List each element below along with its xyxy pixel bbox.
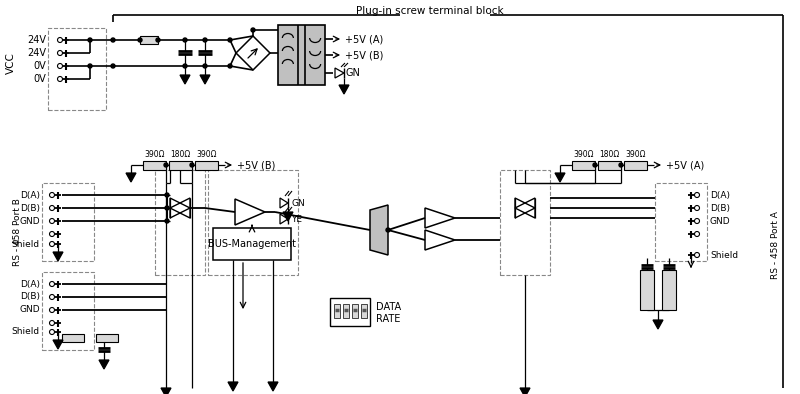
- Circle shape: [228, 38, 232, 42]
- Bar: [140, 36, 158, 44]
- Polygon shape: [200, 75, 210, 84]
- Bar: [500, 170, 550, 275]
- Text: D(B): D(B): [710, 203, 730, 212]
- Text: 390Ω: 390Ω: [574, 150, 594, 159]
- Text: GND: GND: [710, 216, 730, 225]
- Polygon shape: [99, 360, 109, 369]
- Text: Shield: Shield: [12, 240, 40, 249]
- Polygon shape: [53, 340, 63, 349]
- Bar: [62, 334, 84, 342]
- Text: D(A): D(A): [20, 279, 40, 288]
- Text: Shield: Shield: [12, 327, 40, 336]
- Text: GN: GN: [346, 68, 361, 78]
- Circle shape: [88, 64, 92, 68]
- Bar: [352, 304, 358, 318]
- Circle shape: [138, 38, 142, 42]
- Text: 24V: 24V: [27, 35, 46, 45]
- Bar: [624, 160, 647, 169]
- Text: D(A): D(A): [710, 191, 730, 199]
- Polygon shape: [53, 252, 63, 261]
- Text: DATA: DATA: [376, 302, 401, 312]
- Polygon shape: [370, 205, 388, 255]
- Polygon shape: [161, 388, 171, 394]
- Bar: [96, 334, 118, 342]
- Text: 0V: 0V: [34, 61, 46, 71]
- Polygon shape: [126, 173, 136, 182]
- Text: +5V (A): +5V (A): [345, 34, 383, 44]
- Text: RATE: RATE: [376, 314, 400, 324]
- Circle shape: [203, 38, 207, 42]
- Bar: [213, 228, 291, 260]
- Circle shape: [203, 64, 207, 68]
- Text: D(B): D(B): [20, 203, 40, 212]
- Circle shape: [111, 64, 115, 68]
- Circle shape: [190, 163, 194, 167]
- Text: GN: GN: [291, 199, 305, 208]
- Polygon shape: [180, 75, 190, 84]
- Circle shape: [88, 38, 92, 42]
- Bar: [48, 28, 106, 110]
- Text: 0V: 0V: [34, 74, 46, 84]
- Bar: [662, 270, 676, 310]
- Bar: [361, 304, 367, 318]
- Bar: [143, 160, 166, 169]
- Polygon shape: [555, 173, 565, 182]
- Polygon shape: [653, 320, 663, 329]
- Polygon shape: [228, 382, 238, 391]
- Text: D(A): D(A): [20, 191, 40, 199]
- Text: 180Ω: 180Ω: [599, 150, 620, 159]
- Bar: [640, 270, 654, 310]
- Text: D(B): D(B): [20, 292, 40, 301]
- Circle shape: [386, 228, 390, 232]
- Bar: [278, 25, 325, 85]
- Bar: [343, 304, 349, 318]
- Text: 24V: 24V: [27, 48, 46, 58]
- Circle shape: [111, 38, 115, 42]
- Text: GND: GND: [19, 305, 40, 314]
- Circle shape: [228, 64, 232, 68]
- Text: RS - 458 Port A: RS - 458 Port A: [771, 211, 780, 279]
- Text: VCC: VCC: [6, 52, 16, 74]
- Bar: [572, 160, 595, 169]
- Bar: [334, 304, 340, 318]
- Bar: [169, 160, 192, 169]
- Text: YE: YE: [291, 214, 302, 223]
- Text: 390Ω: 390Ω: [196, 150, 217, 159]
- Bar: [208, 170, 298, 275]
- Text: Plug-in screw terminal block: Plug-in screw terminal block: [356, 6, 504, 16]
- Circle shape: [165, 193, 169, 197]
- Text: 390Ω: 390Ω: [144, 150, 165, 159]
- Circle shape: [156, 38, 160, 42]
- Circle shape: [593, 163, 597, 167]
- Circle shape: [619, 163, 623, 167]
- Text: GND: GND: [19, 216, 40, 225]
- Bar: [655, 183, 707, 261]
- Text: 180Ω: 180Ω: [170, 150, 190, 159]
- Circle shape: [165, 206, 169, 210]
- Text: +5V (B): +5V (B): [345, 50, 383, 60]
- Polygon shape: [283, 212, 293, 221]
- Bar: [598, 160, 621, 169]
- Bar: [155, 170, 205, 275]
- Bar: [42, 183, 94, 261]
- Circle shape: [183, 64, 187, 68]
- Bar: [330, 298, 370, 326]
- Circle shape: [183, 38, 187, 42]
- Text: BUS-Management: BUS-Management: [208, 239, 296, 249]
- Bar: [195, 160, 218, 169]
- Circle shape: [251, 28, 255, 32]
- Circle shape: [165, 219, 169, 223]
- Circle shape: [164, 163, 168, 167]
- Text: +5V (A): +5V (A): [666, 160, 704, 170]
- Text: +5V (B): +5V (B): [237, 160, 275, 170]
- Polygon shape: [268, 382, 278, 391]
- Text: RS - 458 Port B: RS - 458 Port B: [13, 198, 22, 266]
- Text: 390Ω: 390Ω: [626, 150, 646, 159]
- Bar: [42, 272, 94, 350]
- Polygon shape: [520, 388, 530, 394]
- Text: Shield: Shield: [710, 251, 738, 260]
- Polygon shape: [339, 85, 349, 94]
